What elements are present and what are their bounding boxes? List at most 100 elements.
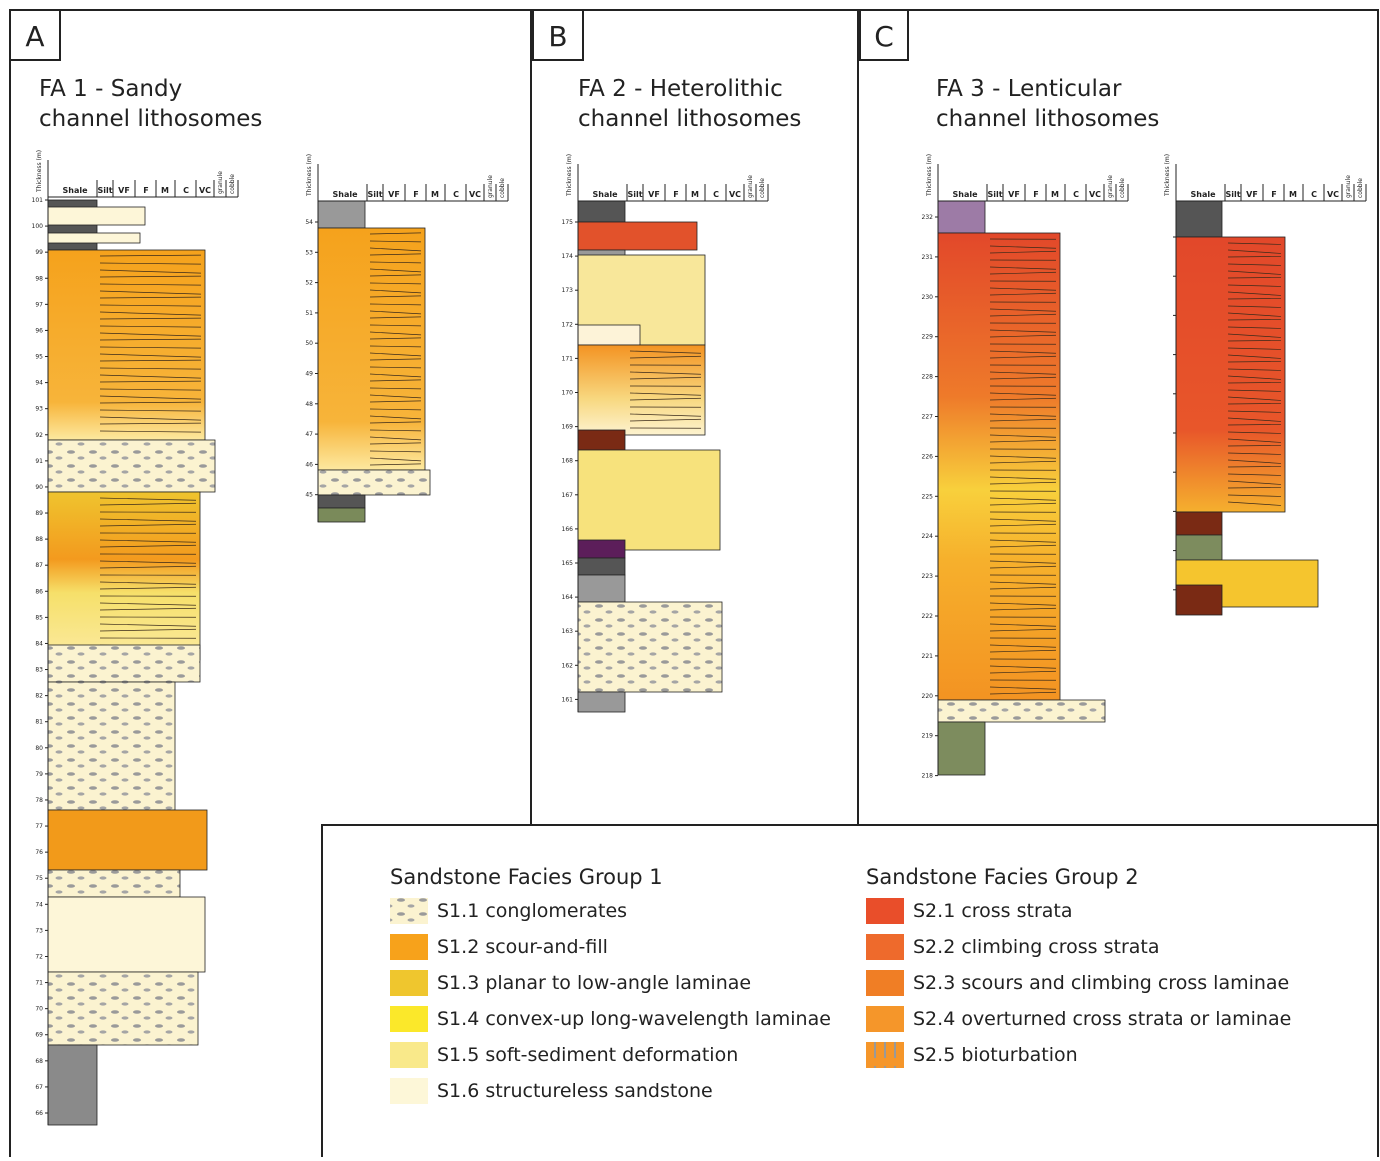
grain-size-label: cobble [759,178,766,198]
depth-label: 222 [922,613,934,620]
depth-label: 98 [35,275,43,282]
legend-item: S1.4 convex-up long-wavelength laminae [437,1008,831,1030]
depth-label: 232 [922,214,934,221]
depth-label: 78 [35,797,43,804]
bed [48,810,207,870]
depth-label: 73 [35,927,43,934]
bed [48,972,198,1045]
legend-swatch [866,970,904,996]
depth-label: 76 [35,849,43,856]
bed [48,250,205,440]
depth-label: 174 [562,253,574,260]
depth-label: 168 [562,458,574,465]
depth-label: 94 [35,380,43,387]
figure: AFA 1 - Sandychannel lithosomesBFA 2 - H… [0,0,1380,1157]
grain-size-label: VF [388,190,400,199]
depth-label: 169 [562,424,574,431]
grain-size-label: Shale [332,190,358,199]
depth-label: 97 [35,301,43,308]
depth-label: 226 [922,453,934,460]
grain-size-label: C [453,190,459,199]
grain-size-label: cobble [229,174,236,194]
depth-label: 49 [305,371,313,378]
depth-label: 74 [35,901,43,908]
grain-size-label: VF [648,190,660,199]
depth-label: 89 [35,510,43,517]
depth-label: 171 [562,355,574,362]
legend-item: S1.1 conglomerates [437,900,627,922]
grain-size-label: VF [118,186,130,195]
depth-label: 173 [562,287,574,294]
grain-size-label: Shale [592,190,618,199]
grain-size-label: cobble [1357,178,1364,198]
depth-label: 219 [922,733,934,740]
depth-label: 101 [32,197,44,204]
grain-size-label: M [431,190,439,199]
grain-size-label: VC [469,190,481,199]
bed [578,222,697,250]
depth-label: 67 [35,1084,43,1091]
bed [1176,585,1222,615]
legend-item: S2.3 scours and climbing cross laminae [913,972,1289,994]
grain-size-label: VC [729,190,741,199]
panel-title: FA 2 - Heterolithic [578,76,783,102]
legend-item: S2.1 cross strata [913,900,1073,922]
depth-label: 48 [305,401,313,408]
bed [578,575,625,602]
grain-size-label: F [673,190,678,199]
legend-swatch [866,898,904,924]
depth-label: 165 [562,560,574,567]
legend-swatch [866,934,904,960]
legend-swatch [390,898,428,924]
legend-swatch [866,1042,904,1068]
panel-title: channel lithosomes [578,106,801,132]
bed [578,201,625,222]
bed [938,722,985,775]
bed [1176,512,1222,535]
bed [318,470,430,495]
panel-title: FA 3 - Lenticular [936,76,1122,102]
depth-label: 79 [35,771,43,778]
legend-swatch [866,1006,904,1032]
bed [48,207,145,225]
bed [1176,535,1222,560]
legend-swatch [390,934,428,960]
grain-size-label: F [143,186,148,195]
depth-label: 92 [35,432,43,439]
bed [578,345,705,435]
depth-label: 72 [35,953,43,960]
bed [48,492,200,660]
grain-size-label: VF [1008,190,1020,199]
panel-title: channel lithosomes [39,106,262,132]
depth-label: 164 [562,594,574,601]
depth-label: 162 [562,662,574,669]
grain-size-label: Silt [987,190,1002,199]
depth-label: 225 [922,493,934,500]
bed [578,540,625,558]
depth-label: 82 [35,693,43,700]
depth-label: 88 [35,536,43,543]
depth-label: 54 [305,219,313,226]
legend-title: Sandstone Facies Group 2 [866,865,1139,889]
bed [578,692,625,712]
grain-size-label: Shale [1190,190,1216,199]
grain-size-label: C [183,186,189,195]
bed [938,700,1105,722]
thickness-label: Thickness (m) [1164,154,1171,197]
grain-size-label: granule [747,175,754,198]
grain-size-label: C [713,190,719,199]
depth-label: 229 [922,334,934,341]
depth-label: 71 [35,980,43,987]
depth-label: 223 [922,573,934,580]
bed [48,645,200,682]
depth-label: 220 [922,693,934,700]
depth-label: 175 [562,219,574,226]
bed [578,325,640,345]
bed [318,508,365,522]
depth-label: 167 [562,492,574,499]
depth-label: 95 [35,354,43,361]
depth-label: 53 [305,249,313,256]
